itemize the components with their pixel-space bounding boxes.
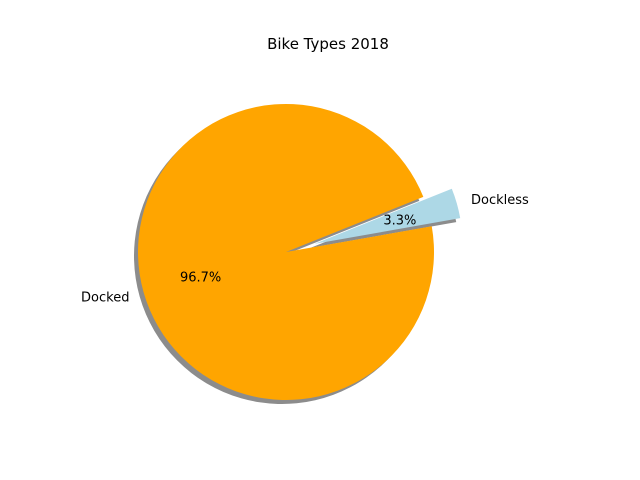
slice-dockless	[314, 188, 461, 244]
slice-percent-docked: 96.7%	[180, 270, 221, 285]
slice-label-docked: Docked	[81, 291, 129, 306]
chart-title: Bike Types 2018	[267, 35, 389, 53]
slice-percent-dockless: 3.3%	[383, 213, 416, 228]
pie-wedges	[138, 104, 461, 401]
slice-docked	[138, 104, 435, 401]
slice-label-dockless: Dockless	[471, 193, 529, 208]
pie-labels: Dockless 3.3% Docked 96.7%	[81, 193, 529, 306]
